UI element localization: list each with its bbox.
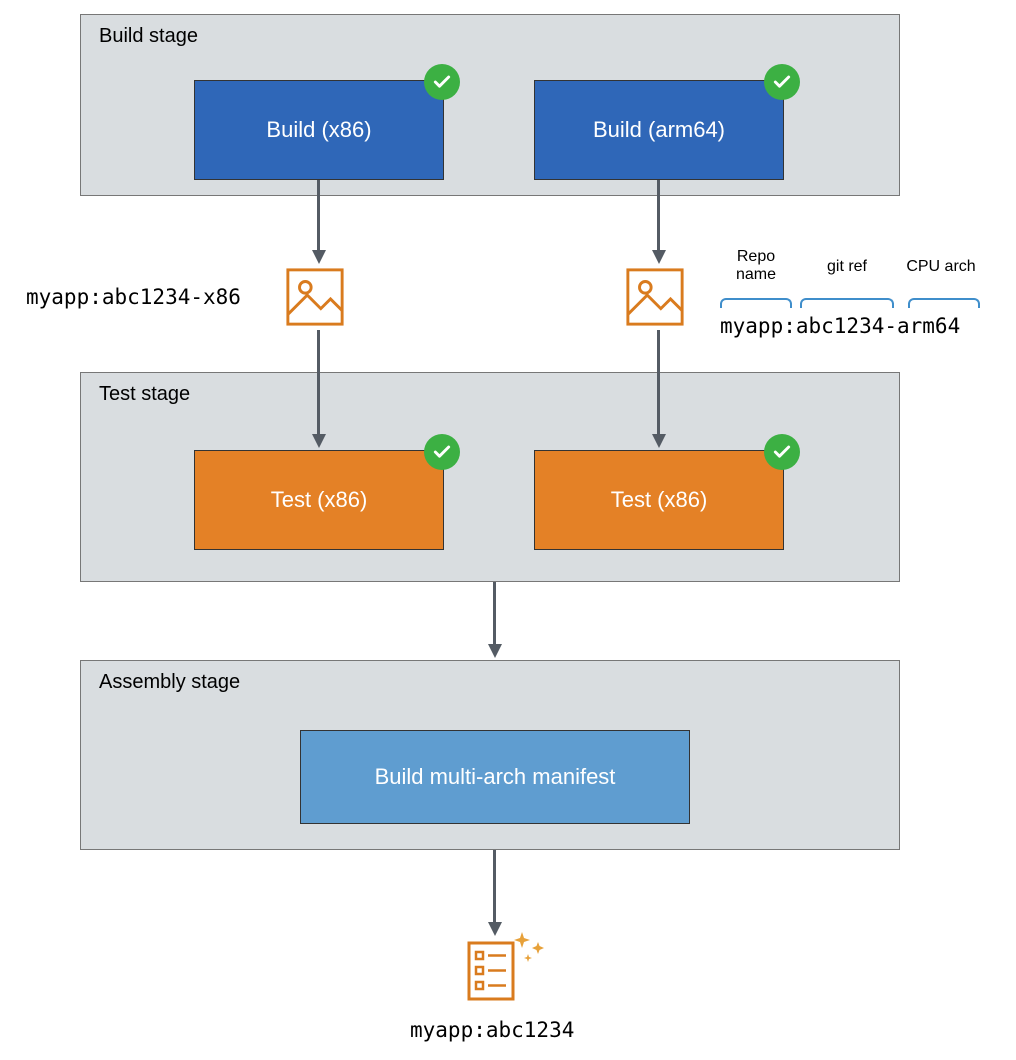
arrow xyxy=(657,330,660,436)
stage-test-title: Test stage xyxy=(99,383,190,406)
arrow xyxy=(317,330,320,436)
arrow-head-icon xyxy=(312,250,326,264)
arrow xyxy=(657,180,660,252)
brace-icon xyxy=(800,298,894,308)
arrow-head-icon xyxy=(488,644,502,658)
sparkle-icon xyxy=(510,928,550,968)
output-label: myapp:abc1234 xyxy=(410,1018,574,1042)
stage-build-title: Build stage xyxy=(99,25,198,48)
artifact-right-label: myapp:abc1234-arm64 xyxy=(720,314,960,338)
job-test-left-label: Test (x86) xyxy=(271,487,368,513)
job-test-left: Test (x86) xyxy=(194,450,444,550)
check-icon xyxy=(424,64,460,100)
check-icon xyxy=(424,434,460,470)
manifest-icon xyxy=(466,940,516,1002)
arrow xyxy=(493,582,496,646)
brace-icon xyxy=(908,298,980,308)
container-image-icon xyxy=(284,266,346,328)
container-image-icon xyxy=(624,266,686,328)
arrow xyxy=(317,180,320,252)
job-test-right-label: Test (x86) xyxy=(611,487,708,513)
arrow-head-icon xyxy=(488,922,502,936)
brace-icon xyxy=(720,298,792,308)
stage-assembly-title: Assembly stage xyxy=(99,671,240,694)
annotation-repo-name: Repo name xyxy=(720,248,792,283)
check-icon xyxy=(764,434,800,470)
check-icon xyxy=(764,64,800,100)
arrow-head-icon xyxy=(312,434,326,448)
artifact-left-label: myapp:abc1234-x86 xyxy=(26,285,241,309)
arrow-head-icon xyxy=(652,434,666,448)
arrow-head-icon xyxy=(652,250,666,264)
job-test-right: Test (x86) xyxy=(534,450,784,550)
job-assembly-manifest: Build multi-arch manifest xyxy=(300,730,690,824)
job-build-arm64-label: Build (arm64) xyxy=(593,117,725,143)
arrow xyxy=(493,850,496,924)
job-assembly-manifest-label: Build multi-arch manifest xyxy=(375,764,616,790)
job-build-x86-label: Build (x86) xyxy=(266,117,371,143)
job-build-x86: Build (x86) xyxy=(194,80,444,180)
annotation-git-ref: git ref xyxy=(800,258,894,276)
job-build-arm64: Build (arm64) xyxy=(534,80,784,180)
annotation-cpu-arch: CPU arch xyxy=(902,258,980,276)
